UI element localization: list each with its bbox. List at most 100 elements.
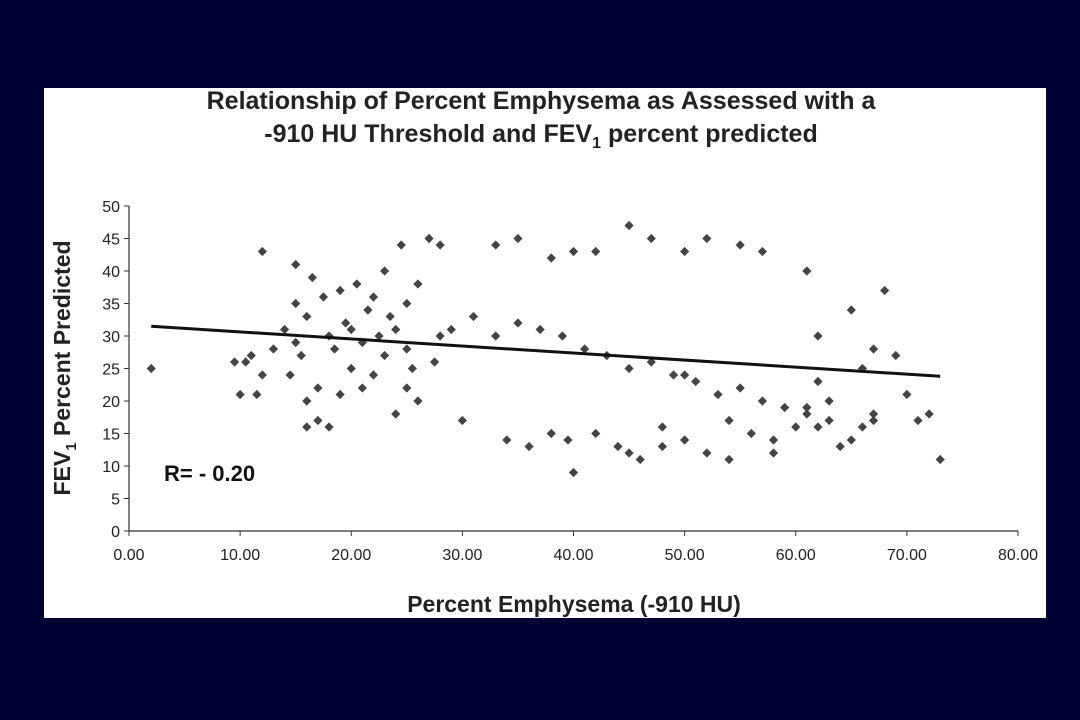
y-tick-label: 50 [102,199,120,216]
scatter-points [146,220,945,478]
data-point [513,318,523,328]
data-point [913,415,923,426]
data-point [802,409,812,419]
data-point [624,448,634,458]
data-point [724,415,734,426]
data-point [702,233,712,244]
data-point [680,435,690,445]
data-point [252,389,262,400]
x-axis-title: Percent Emphysema (-910 HU) [407,591,741,617]
data-point [335,285,345,296]
x-tick-label: 10.00 [220,547,260,564]
data-point [780,402,790,413]
data-point [757,396,768,406]
data-point [824,396,834,406]
data-point [346,363,356,374]
data-point [824,415,834,426]
data-point [302,311,312,322]
data-point [285,370,295,380]
data-point [391,409,401,419]
data-point [646,233,656,244]
data-point [229,357,240,367]
data-point [446,324,456,335]
y-tick-label: 30 [102,329,120,346]
data-point [257,370,267,380]
data-point [935,454,945,465]
data-point [491,331,501,341]
data-point [668,370,679,380]
data-point [891,350,901,361]
data-point [318,292,329,302]
data-point [241,357,251,367]
data-point [346,324,356,335]
data-point [291,298,301,309]
data-point [624,363,634,374]
data-point [257,246,267,257]
data-point [580,344,590,354]
data-point [868,344,879,354]
data-point [468,311,479,322]
data-point [802,402,812,413]
data-point [657,441,667,452]
x-tick-label: 0.00 [113,547,144,564]
data-point [379,350,390,361]
data-point [363,305,373,315]
data-point [757,246,768,257]
data-point [291,259,301,270]
data-point [313,383,323,393]
y-tick-label: 45 [102,232,120,249]
scatter-chart: Relationship of Percent Emphysema as Ass… [49,88,1038,617]
data-point [768,435,779,445]
data-point [591,428,601,439]
correlation-annotation: R= - 0.20 [164,461,255,486]
data-point [324,331,334,341]
data-point [768,448,779,458]
data-point [302,422,312,432]
y-tick-label: 40 [102,264,120,281]
data-point [635,454,645,465]
y-axis-title: FEV1 Percent Predicted [49,240,80,495]
data-point [379,266,390,276]
data-point [357,383,367,393]
data-point [902,389,912,400]
data-point [413,279,423,289]
chart-title-line-1: Relationship of Percent Emphysema as Ass… [207,88,877,115]
data-point [568,467,579,478]
data-point [368,370,379,380]
data-point [402,298,412,309]
data-point [791,422,801,432]
data-point [296,350,306,361]
data-point [924,409,934,419]
y-tick-label: 20 [102,394,120,411]
data-point [813,376,823,387]
data-point [868,415,879,426]
x-tick-label: 80.00 [998,547,1038,564]
data-point [557,331,567,341]
trend-line [151,324,941,378]
data-point [613,441,623,452]
data-point [324,422,334,432]
data-point [813,331,823,341]
data-point [374,331,384,341]
data-point [313,415,323,426]
data-point [329,344,340,354]
data-point [591,246,601,257]
data-point [680,246,690,257]
data-point [857,422,868,432]
data-point [691,376,701,387]
chart-panel: Relationship of Percent Emphysema as Ass… [44,88,1046,618]
data-point [335,389,345,400]
data-point [846,305,856,315]
y-tick-label: 15 [102,427,120,444]
data-point [385,311,395,322]
data-point [813,422,823,432]
data-point [880,285,890,296]
data-point [735,383,745,393]
data-point [502,435,512,445]
data-point [846,435,856,445]
x-tick-label: 30.00 [442,547,482,564]
x-axis-ticks: 0.00 10.00 20.00 30.00 40.00 50.00 60.00 70.00 8… [113,531,1038,564]
x-tick-label: 40.00 [553,547,593,564]
data-point [352,279,362,289]
data-point [746,428,756,439]
